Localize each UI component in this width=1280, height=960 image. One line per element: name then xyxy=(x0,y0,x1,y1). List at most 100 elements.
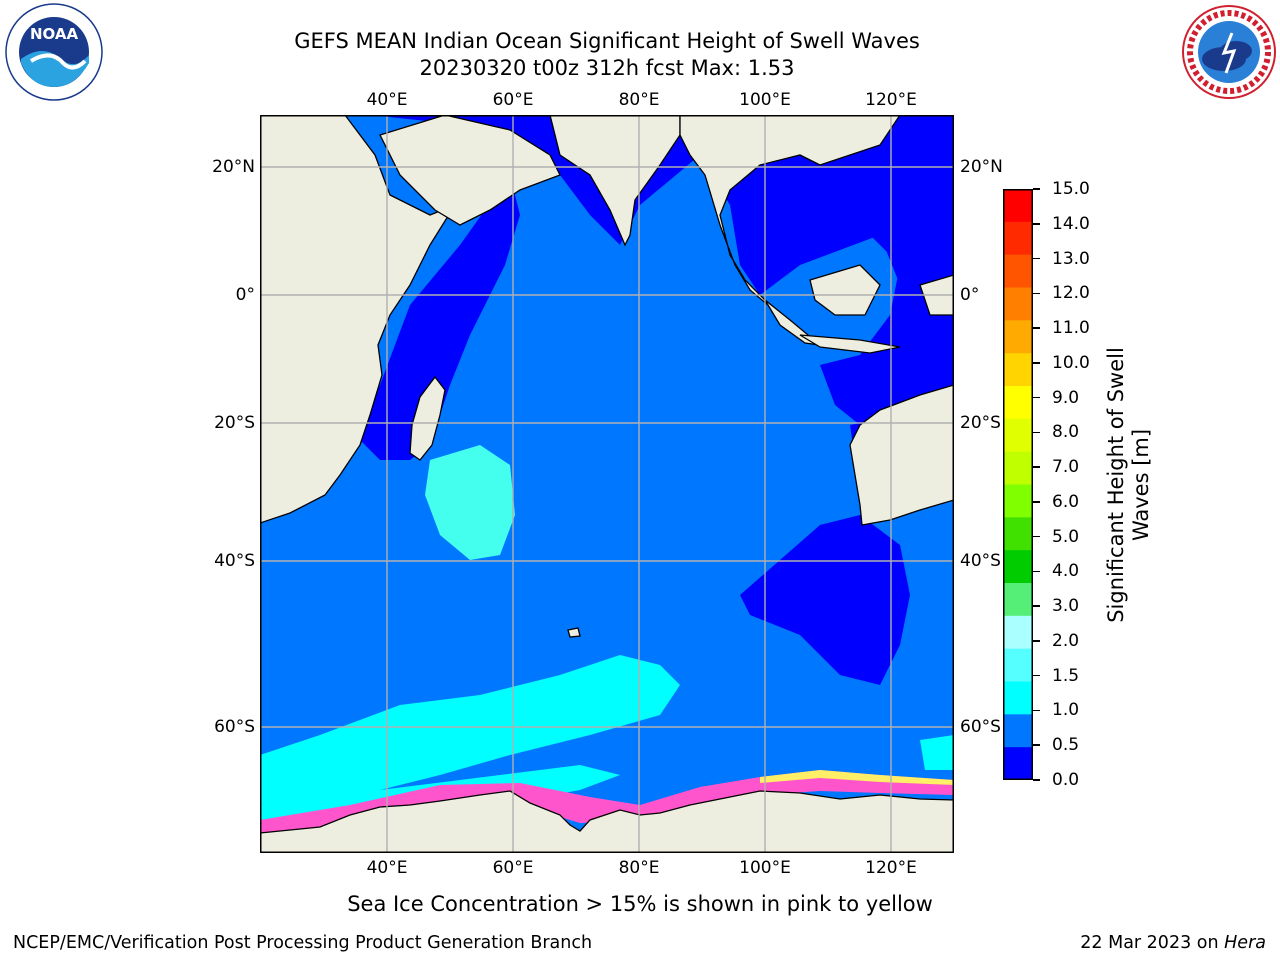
colorbar-tick-mark xyxy=(1033,570,1040,573)
colorbar-level-label: 1.0 xyxy=(1052,700,1080,721)
lat-tick-right-0: 0° xyxy=(960,285,980,305)
colorbar-swatch xyxy=(1003,615,1033,650)
lat-tick-left-0: 0° xyxy=(235,285,255,305)
swell-patch-west xyxy=(425,445,515,560)
low-swell-zone-africa-coast xyxy=(355,175,520,460)
colorbar-swatch xyxy=(1003,353,1033,387)
lon-tick-top-100e: 100°E xyxy=(739,90,791,110)
chart-subtitle: 20230320 t00z 312h fcst Max: 1.53 xyxy=(419,56,795,80)
colorbar-swatch xyxy=(1003,517,1033,551)
colorbar-level-label: 15.0 xyxy=(1052,179,1090,199)
sea-ice-band xyxy=(260,770,954,833)
colorbar-swatch xyxy=(1003,254,1033,288)
colorbar-swatch xyxy=(1003,681,1033,715)
lon-tick-top-40e: 40°E xyxy=(366,90,408,110)
colorbar-level-label: 7.0 xyxy=(1052,457,1080,478)
low-swell-zone-southeast xyxy=(740,515,910,685)
colorbar-tick-mark xyxy=(1033,257,1040,260)
noaa-logo: NOAA xyxy=(5,3,103,101)
graticule xyxy=(260,115,954,853)
lon-tick-top-60e: 60°E xyxy=(492,90,534,110)
lon-tick-top-80e: 80°E xyxy=(618,90,660,110)
lon-tick-bottom-60e: 60°E xyxy=(492,858,534,878)
colorbar-level-label: 2.0 xyxy=(1052,630,1080,651)
colorbar-border xyxy=(1003,189,1033,780)
colorbar-tick-mark xyxy=(1033,744,1040,746)
colorbar-swatch xyxy=(1003,418,1033,453)
nws-logo xyxy=(1182,5,1276,99)
sea-ice-band-yellow xyxy=(760,770,954,785)
land-southeast-asia xyxy=(679,115,901,316)
colorbar-swatch xyxy=(1003,648,1033,682)
colorbar-level-label: 11.0 xyxy=(1052,318,1090,339)
lat-tick-left-40s: 40°S xyxy=(214,551,255,571)
colorbar-swatch xyxy=(1003,714,1033,748)
colorbar-level-label: 8.0 xyxy=(1052,422,1080,443)
colorbar-swatch xyxy=(1003,287,1033,321)
lat-tick-right-60s: 60°S xyxy=(960,717,1001,737)
colorbar-swatch xyxy=(1003,747,1033,781)
colorbar-swatches xyxy=(1003,189,1033,781)
land-antarctica xyxy=(260,790,954,853)
colorbar-level-label: 1.5 xyxy=(1052,665,1080,686)
colorbar-tick-mark xyxy=(1033,327,1040,329)
lat-tick-left-20n: 20°N xyxy=(212,157,255,177)
colorbar-level-label: 0.5 xyxy=(1052,735,1080,756)
lat-tick-left-60s: 60°S xyxy=(214,717,255,737)
low-swell-zone-arabian xyxy=(370,115,954,295)
chart-title: GEFS MEAN Indian Ocean Significant Heigh… xyxy=(294,29,920,53)
colorbar-tick-mark xyxy=(1033,501,1040,503)
colorbar xyxy=(1003,189,1033,781)
colorbar-level-label: 4.0 xyxy=(1052,561,1080,582)
lon-tick-bottom-40e: 40°E xyxy=(366,858,408,878)
land-arabia xyxy=(379,115,561,226)
colorbar-tick-mark xyxy=(1033,640,1040,642)
land-borneo xyxy=(809,264,881,316)
footer-left: NCEP/EMC/Verification Post Processing Pr… xyxy=(13,933,593,953)
footer-host: Hera xyxy=(1224,933,1266,953)
colorbar-tick-mark xyxy=(1033,188,1040,190)
colorbar-level-label: 14.0 xyxy=(1052,213,1090,234)
lon-tick-bottom-120e: 120°E xyxy=(865,858,917,878)
lat-tick-right-40s: 40°S xyxy=(960,551,1001,571)
colorbar-title-line1: Significant Height of Swell xyxy=(1104,347,1128,623)
colorbar-tick-mark xyxy=(1033,535,1040,538)
colorbar-tick-mark xyxy=(1033,431,1040,434)
lon-tick-bottom-80e: 80°E xyxy=(618,858,660,878)
colorbar-title-line2: Waves [m] xyxy=(1129,428,1153,542)
colorbar-tick-mark xyxy=(1033,466,1040,468)
lat-tick-right-20s: 20°S xyxy=(960,413,1001,433)
land-australia xyxy=(849,384,954,526)
colorbar-swatch xyxy=(1003,583,1033,617)
colorbar-tick-mark xyxy=(1033,292,1040,295)
swell-patch-south-east xyxy=(920,735,954,770)
colorbar-level-label: 9.0 xyxy=(1052,387,1080,408)
colorbar-swatch xyxy=(1003,386,1033,420)
map-panel xyxy=(260,115,954,853)
lon-tick-top-120e: 120°E xyxy=(865,90,917,110)
colorbar-tick-mark xyxy=(1033,709,1040,712)
colorbar-swatch xyxy=(1003,451,1033,485)
land-sumatra xyxy=(764,299,823,346)
sea-ice-note: Sea Ice Concentration > 15% is shown in … xyxy=(347,892,933,916)
colorbar-level-label: 0.0 xyxy=(1052,770,1080,790)
colorbar-swatch xyxy=(1003,189,1033,223)
colorbar-tick-mark xyxy=(1033,223,1040,225)
colorbar-tick-mark xyxy=(1033,362,1040,364)
colorbar-tick-mark xyxy=(1033,605,1040,607)
footer-date: 22 Mar 2023 on xyxy=(1080,933,1225,953)
swell-patch-south-1 xyxy=(260,655,680,805)
colorbar-level-label: 3.0 xyxy=(1052,596,1080,617)
footer-right: 22 Mar 2023 on Hera xyxy=(1080,932,1266,954)
lat-tick-left-20s: 20°S xyxy=(214,413,255,433)
lat-tick-right-20n: 20°N xyxy=(960,157,1003,177)
colorbar-level-label: 12.0 xyxy=(1052,283,1090,304)
colorbar-level-label: 13.0 xyxy=(1052,248,1090,269)
colorbar-level-label: 5.0 xyxy=(1052,526,1080,547)
land-madagascar xyxy=(409,375,446,461)
colorbar-swatch xyxy=(1003,484,1033,518)
colorbar-swatch xyxy=(1003,550,1033,584)
colorbar-tick-mark xyxy=(1033,396,1040,399)
noaa-logo-text: NOAA xyxy=(30,25,79,43)
colorbar-tick-mark xyxy=(1033,779,1040,781)
